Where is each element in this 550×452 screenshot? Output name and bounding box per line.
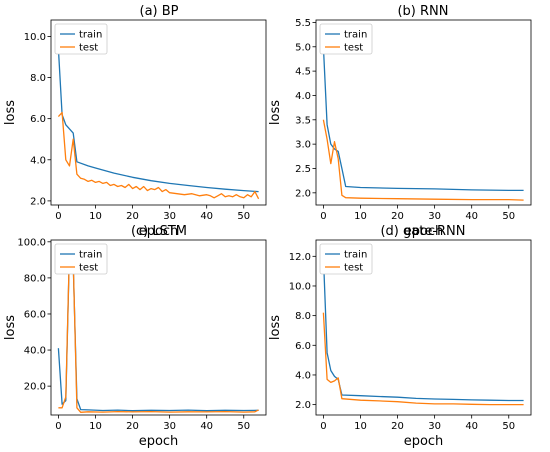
y-tick-label: 5.5 <box>295 18 311 29</box>
series-line-train <box>57 48 259 193</box>
x-tick-label: 0 <box>55 211 61 222</box>
y-axis-label: loss <box>3 100 18 125</box>
legend-label-test: test <box>344 43 363 54</box>
y-tick-label: 8.0 <box>30 73 46 84</box>
legend-label-test: test <box>79 43 98 54</box>
legend-label-train: train <box>79 250 102 261</box>
x-axis-label: epoch <box>404 224 444 239</box>
x-axis-label: epoch <box>404 434 444 449</box>
axes-frame <box>50 19 267 206</box>
legend: train test <box>319 243 373 275</box>
panel-title: (b) RNN <box>397 4 448 19</box>
panel-title: (c) LSTM <box>131 224 187 239</box>
x-tick-label: 20 <box>126 211 139 222</box>
x-tick-label: 50 <box>502 211 515 222</box>
x-tick-label: 50 <box>237 211 250 222</box>
panel-gate-rnn: 0 10 20 30 40 50 2.0 4.0 6.0 8.0 10.0 12.0 train test… <box>268 224 532 449</box>
y-tick-label: 4.5 <box>295 67 311 78</box>
x-tick-label: 50 <box>502 421 515 432</box>
y-tick-label: 2.0 <box>295 188 311 199</box>
y-tick-label: 10.0 <box>289 281 311 292</box>
y-tick-label: 10.0 <box>24 32 46 43</box>
x-tick-label: 50 <box>237 421 250 432</box>
y-tick-label: 2.5 <box>295 164 311 175</box>
panel-bp: 0 10 20 30 40 50 2.0 4.0 6.0 8.0 10.0 train test (a) … <box>3 4 267 239</box>
series-line-test <box>322 312 524 406</box>
y-tick-label: 80.0 <box>24 273 46 284</box>
legend: train test <box>54 23 108 55</box>
y-tick-label: 6.0 <box>30 114 46 125</box>
x-tick-label: 30 <box>163 421 176 432</box>
x-axis-label: epoch <box>139 434 179 449</box>
y-tick-label: 12.0 <box>289 252 311 263</box>
x-tick-label: 10 <box>354 421 367 432</box>
y-tick-label: 4.0 <box>295 91 311 102</box>
y-tick-label: 3.5 <box>295 115 311 126</box>
x-tick-label: 10 <box>89 421 102 432</box>
legend-label-train: train <box>344 30 367 41</box>
panel-title: (a) BP <box>140 4 179 19</box>
legend-label-test: test <box>344 263 363 274</box>
legend-label-test: test <box>79 263 98 274</box>
y-tick-label: 2.0 <box>295 400 311 411</box>
x-tick-label: 30 <box>163 211 176 222</box>
y-tick-label: 60.0 <box>24 309 46 320</box>
y-tick-label: 4.0 <box>295 370 311 381</box>
series-line-test <box>322 119 524 201</box>
series-line-train <box>322 256 524 402</box>
axes-frame <box>315 19 532 206</box>
y-tick-label: 3.0 <box>295 140 311 151</box>
y-tick-label: 100.0 <box>17 237 46 248</box>
y-axis-label: loss <box>268 315 283 340</box>
x-tick-label: 20 <box>391 421 404 432</box>
legend-label-train: train <box>79 30 102 41</box>
y-axis-label: loss <box>3 315 18 340</box>
x-tick-label: 40 <box>465 421 478 432</box>
y-tick-label: 4.0 <box>30 155 46 166</box>
y-tick-label: 20.0 <box>24 382 46 393</box>
x-tick-label: 40 <box>200 211 213 222</box>
y-axis-label: loss <box>268 100 283 125</box>
series-line-test <box>57 111 260 200</box>
axes-frame <box>315 239 532 416</box>
x-tick-label: 10 <box>89 211 102 222</box>
y-tick-label: 6.0 <box>295 341 311 352</box>
x-tick-label: 40 <box>200 421 213 432</box>
x-tick-label: 0 <box>320 211 326 222</box>
legend: train test <box>54 243 108 275</box>
y-tick-label: 8.0 <box>295 311 311 322</box>
axes-frame <box>50 239 267 416</box>
y-tick-label: 40.0 <box>24 346 46 357</box>
x-tick-label: 20 <box>126 421 139 432</box>
panel-lstm: 0 10 20 30 40 50 20.0 40.0 60.0 80.0 100.0 train tes… <box>3 224 267 449</box>
panel-rnn: 0 10 20 30 40 50 2.0 2.5 3.0 3.5 4.0 4.5 5.0 5.5 train… <box>268 4 532 239</box>
y-tick-label: 5.0 <box>295 42 311 53</box>
x-tick-label: 30 <box>428 421 441 432</box>
x-axis-label: epoch <box>139 224 179 239</box>
legend: train test <box>319 23 373 55</box>
series-line-train <box>322 46 524 192</box>
x-tick-label: 10 <box>354 211 367 222</box>
legend-label-train: train <box>344 250 367 261</box>
y-tick-label: 2.0 <box>30 196 46 207</box>
x-tick-label: 20 <box>391 211 404 222</box>
x-tick-label: 0 <box>320 421 326 432</box>
x-tick-label: 0 <box>55 421 61 432</box>
x-tick-label: 30 <box>428 211 441 222</box>
panel-title: (d) gate-RNN <box>380 224 465 239</box>
x-tick-label: 40 <box>465 211 478 222</box>
